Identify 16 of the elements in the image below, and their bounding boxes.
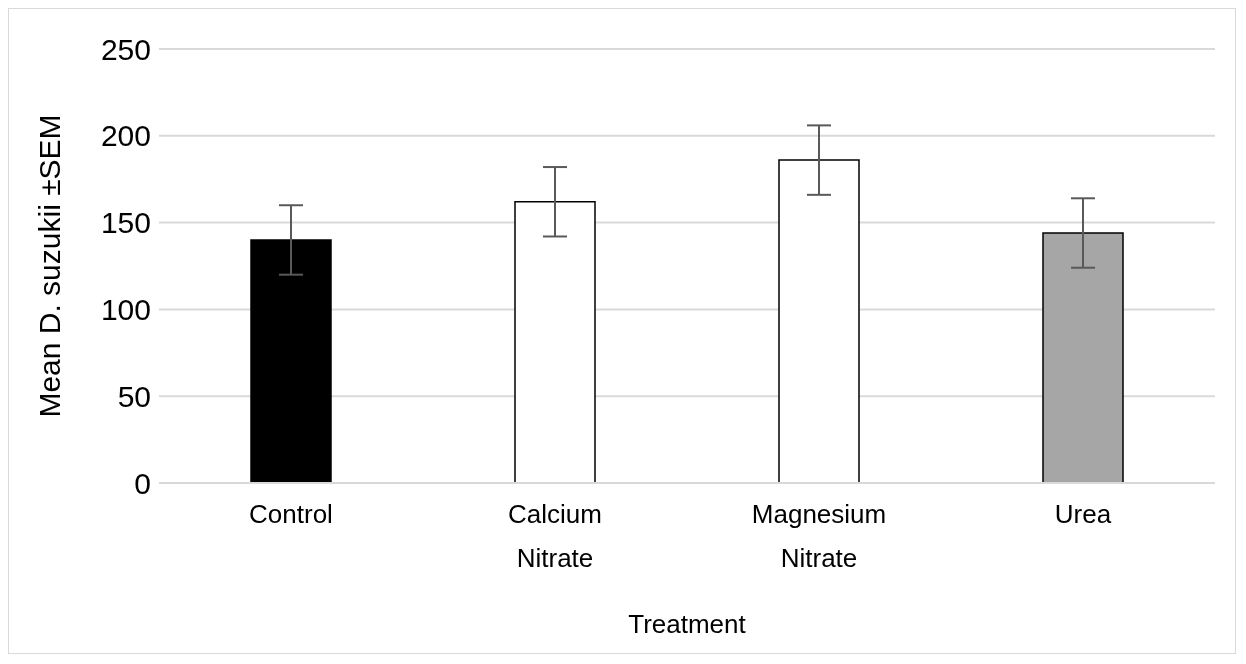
y-tick-label: 50: [117, 379, 151, 413]
x-tick-label: Control: [249, 499, 333, 529]
y-tick-label: 200: [100, 119, 151, 153]
x-tick-label: Urea: [1054, 499, 1112, 529]
bar: [250, 239, 332, 483]
y-tick-label: 250: [100, 32, 151, 66]
bar: [514, 201, 596, 483]
bar: [778, 159, 860, 483]
y-tick-label: 100: [100, 293, 151, 327]
x-tick-label: Calcium Nitrate: [508, 499, 602, 573]
x-tick-label: Magnesium Nitrate: [751, 499, 887, 573]
y-axis-title: Mean D. suzukii ±SEM: [32, 114, 66, 418]
bar: [1042, 232, 1124, 483]
y-tick-label: 150: [100, 206, 151, 240]
x-axis-title: Treatment: [628, 609, 747, 639]
y-tick-label: 0: [134, 466, 151, 500]
